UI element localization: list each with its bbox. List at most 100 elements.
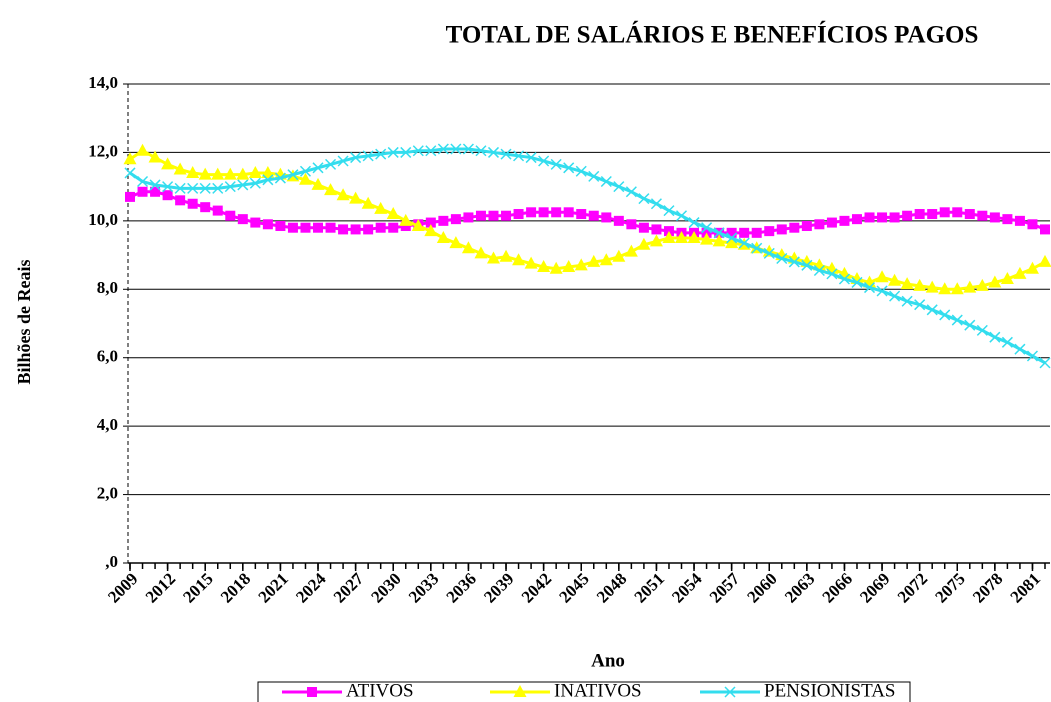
y-tick-label: 8,0 (97, 278, 118, 297)
data-point (726, 232, 738, 244)
data-point (411, 218, 425, 231)
data-point (650, 198, 662, 210)
legend-marker (724, 686, 736, 698)
data-point (237, 179, 249, 191)
data-point (198, 167, 212, 180)
data-point (726, 227, 737, 238)
data-point (926, 304, 938, 316)
data-point (461, 241, 475, 254)
data-point (1040, 224, 1050, 235)
data-point (450, 143, 462, 155)
data-point (963, 280, 977, 293)
data-point (574, 258, 588, 271)
data-point (137, 175, 149, 188)
data-point (150, 186, 161, 197)
data-point (537, 260, 551, 273)
x-tick-label: 2078 (969, 569, 1006, 606)
data-point (174, 182, 186, 194)
data-point (925, 280, 939, 293)
data-point (964, 209, 975, 220)
data-point (938, 282, 952, 295)
data-point (651, 224, 662, 235)
y-tick-label: 2,0 (97, 483, 118, 502)
data-point (801, 220, 812, 231)
x-tick-label: 2027 (330, 569, 368, 607)
data-point (412, 145, 424, 157)
data-point (976, 324, 988, 336)
data-point (588, 210, 599, 221)
y-tick-label: 12,0 (88, 141, 118, 160)
data-point (1014, 343, 1026, 355)
data-point (386, 207, 400, 220)
data-point (575, 165, 587, 177)
data-point (223, 167, 237, 180)
data-point (989, 212, 1000, 223)
y-tick-label: 4,0 (97, 415, 118, 434)
data-point (624, 244, 638, 257)
data-point (788, 256, 800, 268)
data-point (274, 172, 286, 184)
data-point (851, 276, 863, 288)
data-point (600, 175, 612, 188)
data-point (248, 165, 262, 178)
data-point (199, 182, 211, 194)
data-point (764, 226, 775, 237)
x-tick-label: 2015 (179, 569, 216, 606)
data-point (776, 252, 788, 265)
data-point (563, 162, 575, 174)
x-tick-label: 2063 (781, 569, 818, 606)
data-point (437, 143, 449, 155)
y-tick-label: 10,0 (88, 210, 118, 229)
data-point (224, 181, 236, 193)
data-point (687, 230, 701, 243)
x-tick-label: 2039 (480, 569, 517, 606)
x-tick-label: 2048 (593, 569, 630, 606)
data-point (1002, 214, 1013, 225)
y-tick-label: 14,0 (88, 73, 118, 92)
data-point (839, 215, 850, 226)
data-point (688, 217, 700, 229)
data-point (250, 217, 261, 228)
data-point (952, 207, 963, 218)
data-point (1014, 215, 1025, 226)
data-point (225, 210, 236, 221)
data-point (349, 191, 363, 204)
data-point (298, 172, 312, 185)
data-point (613, 181, 625, 193)
data-point (814, 219, 825, 230)
data-point (889, 290, 901, 302)
data-point (337, 155, 349, 167)
data-point (148, 150, 162, 163)
data-point (462, 143, 474, 155)
data-point (313, 222, 324, 233)
data-point (237, 214, 248, 225)
data-point (375, 222, 386, 233)
data-point (363, 224, 374, 235)
data-point (649, 234, 663, 247)
data-point (387, 146, 399, 158)
data-point (751, 227, 762, 238)
data-point (475, 145, 487, 157)
x-tick-label: 2036 (443, 569, 480, 606)
data-point (525, 152, 537, 164)
data-point (1025, 261, 1039, 274)
data-point (499, 249, 513, 262)
data-point (725, 236, 739, 249)
data-point (1038, 254, 1051, 267)
data-point (863, 282, 876, 294)
data-point (675, 210, 688, 222)
data-point (751, 242, 763, 254)
legend-marker (307, 687, 317, 697)
data-point (173, 162, 187, 175)
data-point (977, 210, 988, 221)
data-point (338, 224, 349, 235)
data-point (1027, 219, 1038, 230)
x-tick-label: 2045 (555, 569, 592, 606)
data-point (538, 207, 549, 218)
data-point (261, 165, 275, 178)
data-point (739, 227, 750, 238)
x-tick-label: 2057 (706, 569, 744, 607)
data-point (513, 209, 524, 220)
data-point (350, 224, 361, 235)
